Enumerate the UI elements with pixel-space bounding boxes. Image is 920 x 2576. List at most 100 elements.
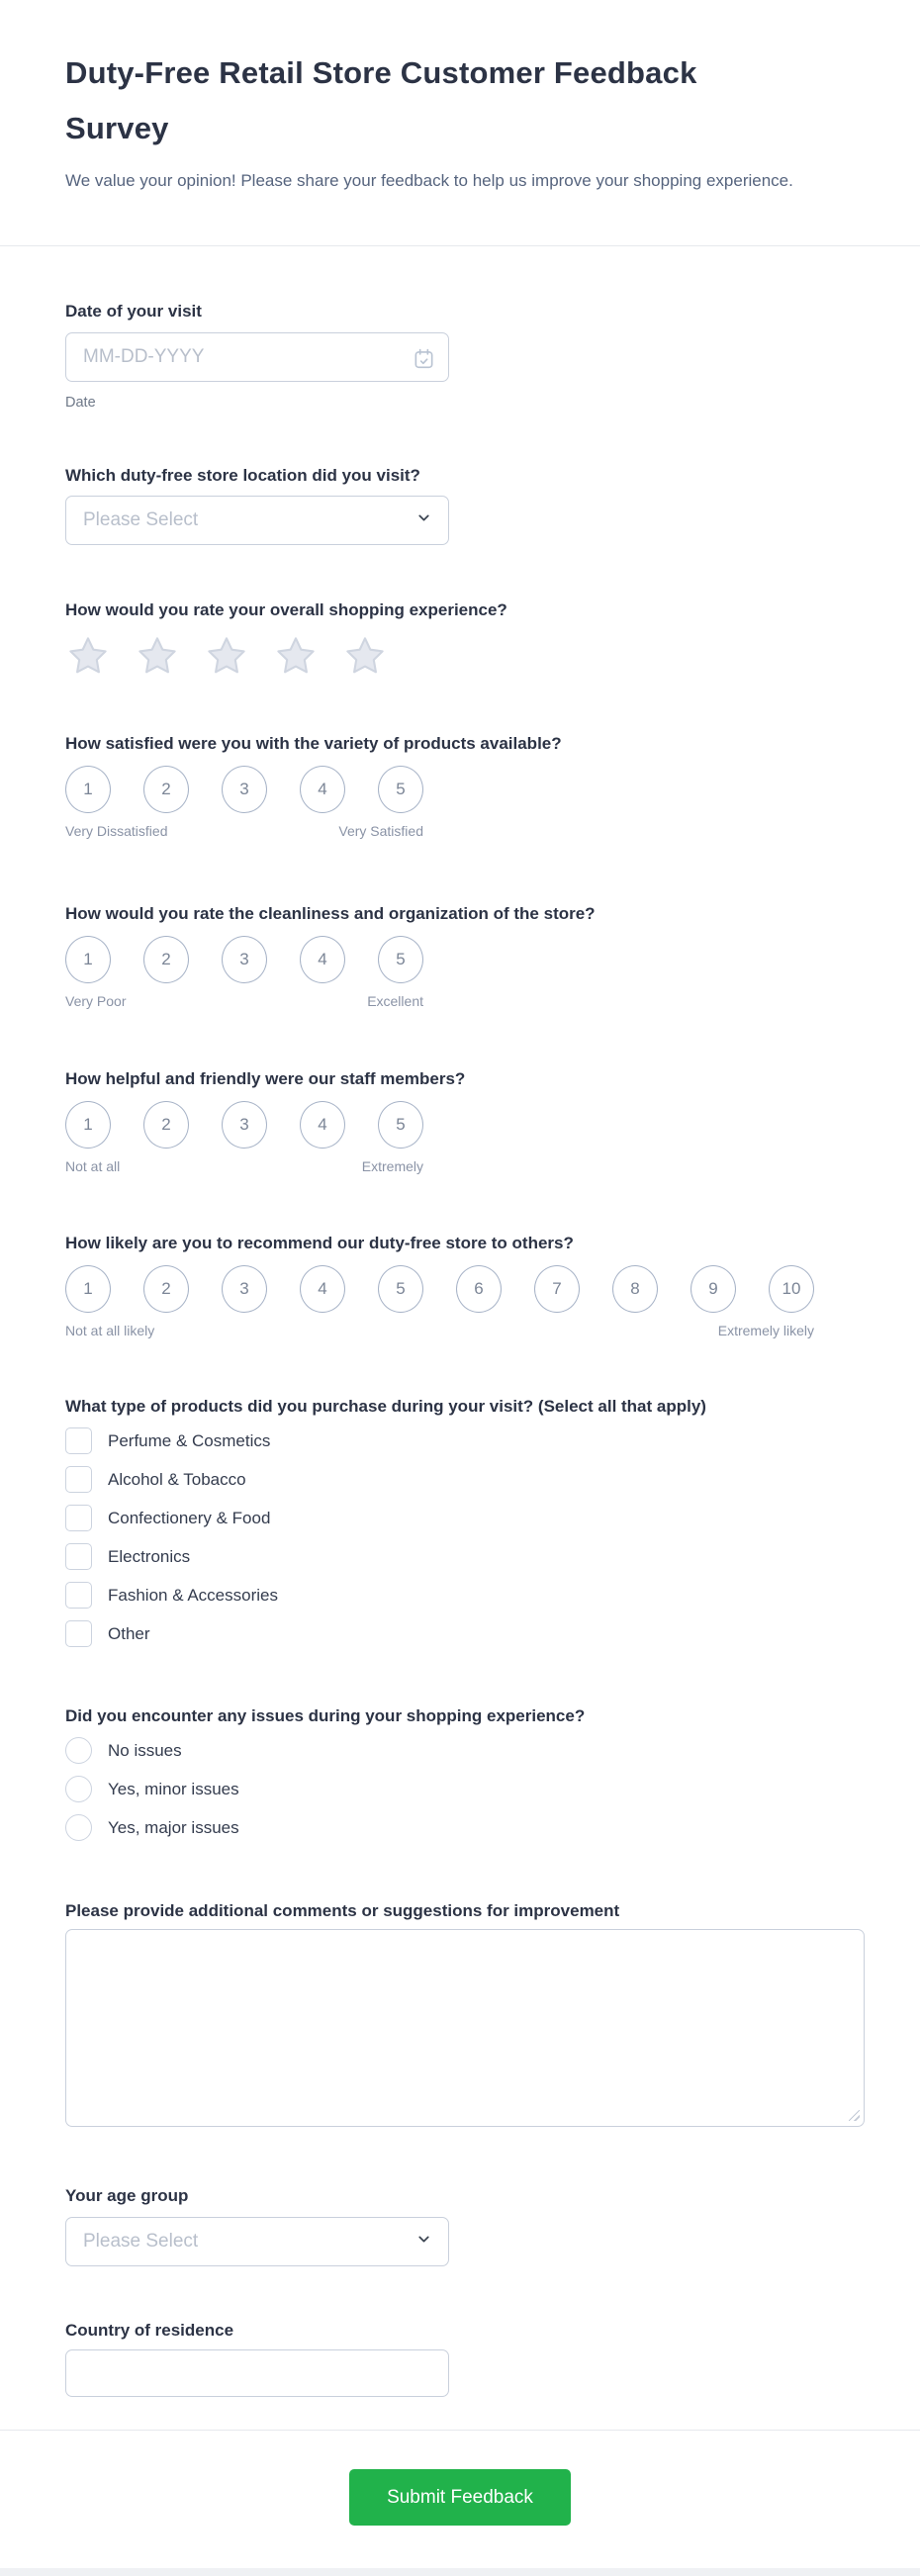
scale-option[interactable]: 4 (300, 766, 345, 813)
scale-right-label: Excellent (367, 993, 423, 1009)
comments-textarea[interactable] (65, 1929, 865, 2127)
scale-option[interactable]: 10 (769, 1265, 814, 1313)
star-icon[interactable] (204, 633, 249, 679)
question-label: How likely are you to recommend our duty… (65, 1234, 574, 1252)
scale-option[interactable]: 8 (612, 1265, 658, 1313)
star-icon[interactable] (135, 633, 180, 679)
star-icon[interactable] (65, 633, 111, 679)
page-background-strip (0, 2568, 920, 2576)
scale-option[interactable]: 2 (143, 1265, 189, 1313)
scale-option[interactable]: 1 (65, 936, 111, 983)
radio-option[interactable]: Yes, major issues (65, 1814, 865, 1841)
scale-option[interactable]: 1 (65, 1265, 111, 1313)
checkbox-option[interactable]: Alcohol & Tobacco (65, 1466, 865, 1493)
star-icon[interactable] (273, 633, 319, 679)
question-label: Did you encounter any issues during your… (65, 1706, 586, 1725)
checkbox-option[interactable]: Other (65, 1620, 865, 1647)
scale-option[interactable]: 2 (143, 1101, 189, 1149)
scale-end-labels: Very Dissatisfied Very Satisfied (65, 823, 423, 839)
question-label: What type of products did you purchase d… (65, 1397, 706, 1416)
scale-option[interactable]: 1 (65, 1101, 111, 1149)
radio-option[interactable]: No issues (65, 1737, 865, 1764)
question-label: Date of your visit (65, 302, 202, 321)
scale-right-label: Extremely likely (717, 1323, 814, 1338)
scale-option[interactable]: 5 (378, 1101, 423, 1149)
question-comments: Please provide additional comments or su… (65, 1901, 865, 2127)
question-label: How helpful and friendly were our staff … (65, 1069, 466, 1088)
scale-option[interactable]: 2 (143, 766, 189, 813)
scale-left-label: Not at all likely (65, 1323, 155, 1338)
question-products: What type of products did you purchase d… (65, 1397, 865, 1647)
checkbox-label: Perfume & Cosmetics (108, 1430, 271, 1450)
scale-left-label: Very Poor (65, 993, 127, 1009)
age-select[interactable]: Please Select (65, 2217, 449, 2266)
scale-option[interactable]: 6 (456, 1265, 502, 1313)
checkbox[interactable] (65, 1582, 92, 1609)
question-label: Please provide additional comments or su… (65, 1901, 620, 1920)
checkbox-label: Electronics (108, 1546, 191, 1566)
question-date: Date of your visit Date (65, 302, 865, 411)
checkbox-label: Other (108, 1623, 150, 1643)
scale-option[interactable]: 7 (534, 1265, 580, 1313)
scale-option[interactable]: 5 (378, 766, 423, 813)
question-label: How satisfied were you with the variety … (65, 734, 562, 753)
radio-button[interactable] (65, 1776, 92, 1802)
radio-option[interactable]: Yes, minor issues (65, 1776, 865, 1802)
checkbox-option[interactable]: Perfume & Cosmetics (65, 1427, 865, 1454)
scale-option[interactable]: 4 (300, 936, 345, 983)
question-age: Your age group Please Select (65, 2186, 865, 2266)
scale-option[interactable]: 9 (690, 1265, 736, 1313)
scale-option[interactable]: 1 (65, 766, 111, 813)
radio-label: Yes, minor issues (108, 1779, 239, 1798)
radio-button[interactable] (65, 1814, 92, 1841)
date-input[interactable] (65, 332, 449, 382)
submit-button[interactable]: Submit Feedback (349, 2469, 571, 2526)
checkbox-option[interactable]: Confectionery & Food (65, 1505, 865, 1531)
checkbox[interactable] (65, 1466, 92, 1493)
scale-option[interactable]: 5 (378, 1265, 423, 1313)
question-label: Country of residence (65, 2321, 234, 2340)
scale-right-label: Very Satisfied (338, 823, 423, 839)
scale-left-label: Very Dissatisfied (65, 823, 168, 839)
checkbox-label: Fashion & Accessories (108, 1585, 278, 1605)
radio-label: Yes, major issues (108, 1817, 239, 1837)
form-footer: Submit Feedback (0, 2430, 920, 2568)
scale-end-labels: Not at all likely Extremely likely (65, 1323, 814, 1338)
question-label: Which duty-free store location did you v… (65, 466, 420, 485)
radio-label: No issues (108, 1740, 182, 1760)
checkbox[interactable] (65, 1543, 92, 1570)
scale-option[interactable]: 3 (222, 1101, 267, 1149)
checkbox[interactable] (65, 1505, 92, 1531)
scale-option[interactable]: 4 (300, 1265, 345, 1313)
radio-button[interactable] (65, 1737, 92, 1764)
question-label: Your age group (65, 2186, 189, 2205)
checkbox[interactable] (65, 1620, 92, 1647)
checkbox-group: Perfume & Cosmetics Alcohol & Tobacco Co… (65, 1427, 865, 1647)
scale-right-label: Extremely (361, 1158, 423, 1174)
question-recommend: How likely are you to recommend our duty… (65, 1234, 865, 1338)
chevron-down-icon (415, 509, 432, 531)
scale-option[interactable]: 4 (300, 1101, 345, 1149)
date-sublabel: Date (65, 395, 96, 411)
country-input[interactable] (65, 2349, 449, 2397)
scale-option[interactable]: 3 (222, 1265, 267, 1313)
checkbox-option[interactable]: Fashion & Accessories (65, 1582, 865, 1609)
star-icon[interactable] (342, 633, 388, 679)
radio-group: No issues Yes, minor issues Yes, major i… (65, 1737, 865, 1841)
scale-recommend: 1 2 3 4 5 6 7 8 9 10 (65, 1265, 865, 1313)
checkbox[interactable] (65, 1427, 92, 1454)
question-variety: How satisfied were you with the variety … (65, 734, 865, 839)
scale-option[interactable]: 2 (143, 936, 189, 983)
location-select[interactable]: Please Select (65, 496, 449, 545)
scale-left-label: Not at all (65, 1158, 121, 1174)
scale-option[interactable]: 3 (222, 766, 267, 813)
scale-option[interactable]: 5 (378, 936, 423, 983)
scale-option[interactable]: 3 (222, 936, 267, 983)
checkbox-option[interactable]: Electronics (65, 1543, 865, 1570)
form-subtitle: We value your opinion! Please share your… (65, 171, 793, 190)
question-label: How would you rate your overall shopping… (65, 600, 507, 619)
form-body: Date of your visit Date Which duty-free … (0, 302, 920, 2430)
